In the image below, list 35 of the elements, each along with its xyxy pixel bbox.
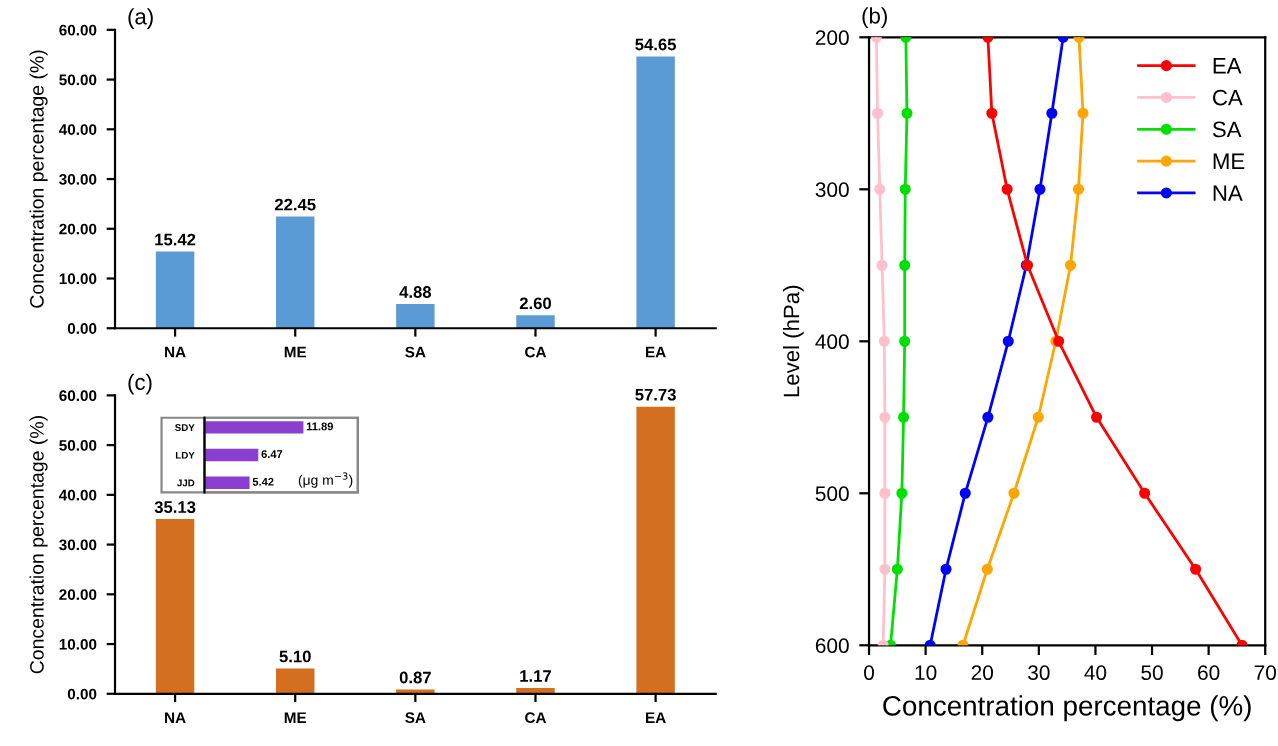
y-axis-title: Level (hPa) — [783, 285, 804, 397]
y-tick-label: 600 — [815, 638, 849, 654]
legend-label: EA — [1213, 58, 1242, 74]
y-tick-label: 200 — [815, 30, 849, 46]
legend-label: SA — [1212, 121, 1242, 138]
chart-title: (c) — [128, 373, 152, 395]
x-tick-label: 60 — [1198, 665, 1220, 681]
y-tick-label: 400 — [815, 334, 849, 350]
x-tick-label: 50 — [1141, 665, 1163, 681]
data-label: 54.65 — [635, 38, 677, 51]
data-label: 4.88 — [399, 286, 432, 298]
data-label: 35.13 — [154, 501, 196, 514]
y-tick-label: 300 — [815, 182, 849, 198]
legend-label: NA — [1213, 185, 1243, 201]
data-label: 57.73 — [635, 388, 676, 401]
legend-label: CA — [1213, 89, 1243, 106]
chart-title: (a) — [128, 8, 153, 29]
x-tick-label: 40 — [1084, 665, 1107, 681]
x-tick-label: 10 — [915, 665, 937, 681]
y-axis-title: Concentration percentage (%) — [29, 50, 48, 308]
x-axis-title: Concentration percentage (%) — [883, 695, 1251, 722]
data-label: 1.17 — [520, 670, 551, 682]
x-tick-label: 70 — [1254, 665, 1276, 681]
legend-label: ME — [1213, 153, 1245, 169]
data-label: 15.42 — [155, 233, 196, 246]
data-label: 0.87 — [399, 671, 431, 684]
data-label: 5.10 — [279, 650, 311, 663]
y-tick-label: 500 — [815, 486, 849, 502]
y-axis-title: Concentration percentage (%) — [29, 416, 48, 674]
x-tick-label: 0 — [864, 665, 875, 681]
x-tick-label: 20 — [971, 665, 994, 681]
chart-title: (b) — [862, 7, 887, 29]
x-tick-label: 30 — [1028, 665, 1050, 681]
data-label: 2.60 — [519, 297, 552, 310]
data-label: 22.45 — [274, 198, 316, 211]
